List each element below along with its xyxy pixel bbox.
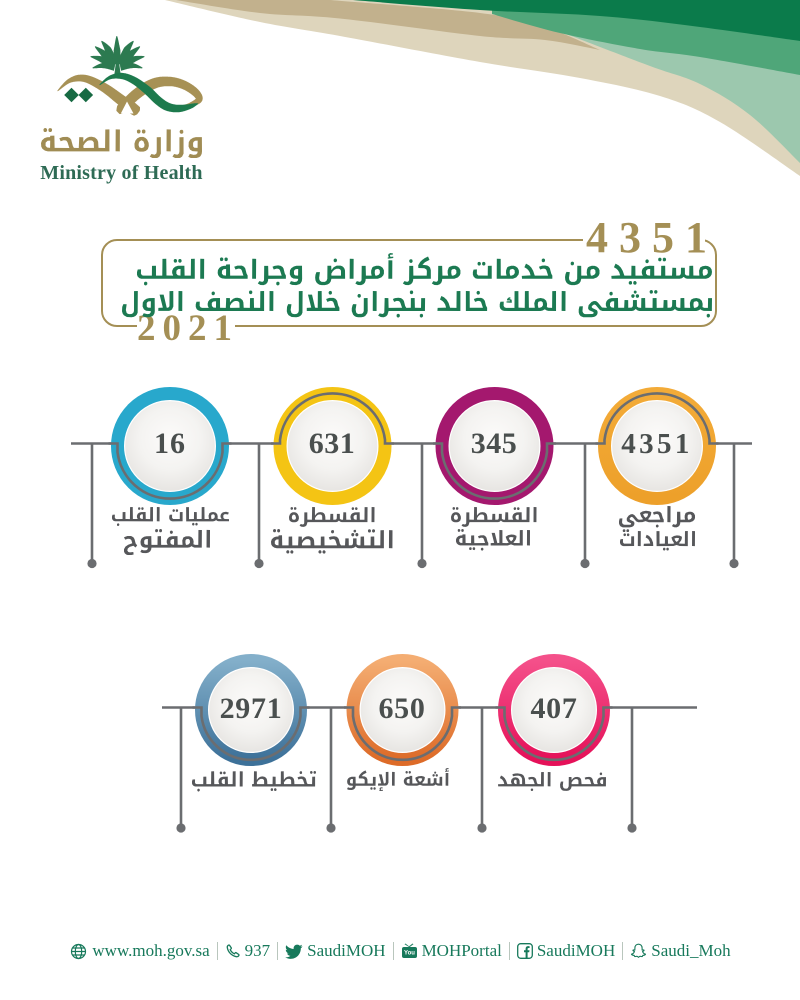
svg-text:You: You — [404, 951, 415, 957]
